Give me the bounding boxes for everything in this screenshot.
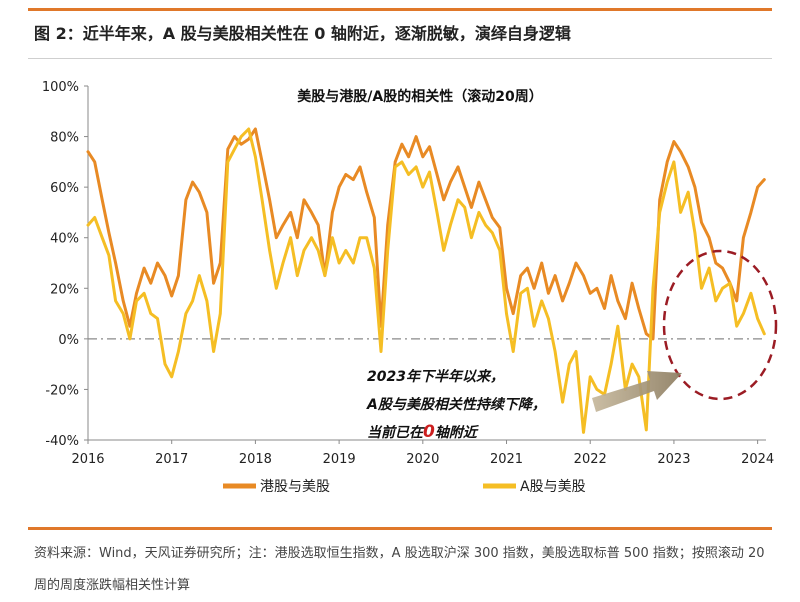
x-tick-label: 2022	[574, 452, 607, 467]
x-tick-label: 2017	[155, 452, 188, 467]
series-line-a-us	[86, 127, 766, 434]
ticks: 100% 80% 60% 40% 20% 0% -20% -40% 2016 2017 2018 20…	[42, 80, 774, 467]
y-tick-label: 60%	[50, 181, 79, 196]
annotation-line-3: 当前已在0轴附近	[367, 422, 480, 442]
bottom-rule	[28, 527, 772, 530]
annotation: 2023年下半年以来， A股与美股相关性持续下降， 当前已在0轴附近	[366, 249, 778, 442]
legend: 港股与美股 A股与美股	[223, 479, 586, 495]
y-tick-label: 0%	[58, 333, 79, 348]
annotation-line-2: A股与美股相关性持续下降，	[366, 396, 546, 413]
series-layer	[86, 127, 766, 434]
x-tick-label: 2020	[406, 452, 439, 467]
x-tick-label: 2024	[741, 452, 774, 467]
annotation-line-3-suffix: 轴附近	[435, 424, 480, 441]
x-tick-label: 2023	[657, 452, 690, 467]
y-tick-label: 80%	[50, 131, 79, 146]
y-tick-label: 20%	[50, 282, 79, 297]
x-tick-label: 2016	[71, 452, 104, 467]
y-tick-label: 40%	[50, 232, 79, 247]
chart-title: 美股与港股/A股的相关性（滚动20周）	[297, 88, 542, 105]
y-tick-label: -40%	[45, 434, 79, 449]
highlight-ellipse	[662, 249, 778, 401]
annotation-highlight-zero: 0	[423, 422, 435, 442]
annotation-line-3-prefix: 当前已在	[367, 424, 425, 441]
figure-title: 图 2：近半年来，A 股与美股相关性在 0 轴附近，逐渐脱敏，演绎自身逻辑	[34, 24, 571, 43]
annotation-line-1: 2023年下半年以来，	[367, 368, 504, 385]
y-tick-label: 100%	[42, 80, 79, 95]
correlation-chart: 100% 80% 60% 40% 20% 0% -20% -40% 2016 2017 2018 20…	[42, 80, 778, 495]
x-tick-label: 2018	[239, 452, 272, 467]
trend-arrow	[592, 371, 682, 412]
title-divider	[28, 58, 772, 59]
y-tick-label: -20%	[45, 383, 79, 398]
source-note: 资料来源：Wind，天风证券研究所；注：港股选取恒生指数，A 股选取沪深 300…	[34, 546, 765, 593]
x-tick-label: 2019	[323, 452, 356, 467]
x-tick-label: 2021	[490, 452, 523, 467]
top-rule	[28, 8, 772, 11]
legend-label-a: A股与美股	[520, 479, 586, 495]
legend-label-hk: 港股与美股	[260, 479, 330, 495]
